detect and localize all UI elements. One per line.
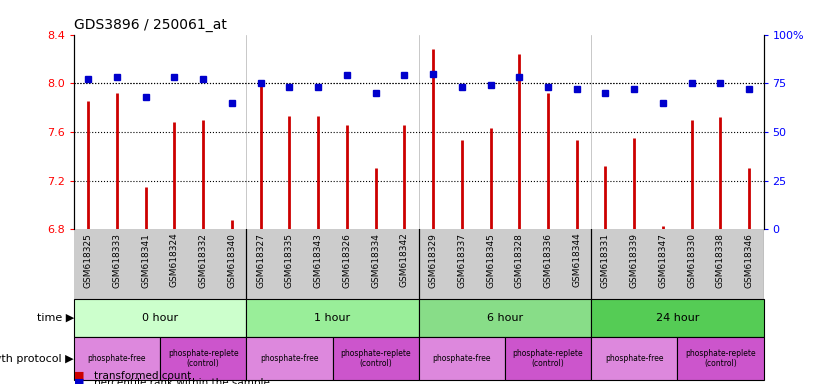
Text: ■: ■ [74, 371, 85, 381]
Text: GSM618331: GSM618331 [601, 233, 610, 288]
Bar [160, 337, 246, 380]
Text: phosphate-free: phosphate-free [433, 354, 491, 363]
Bar [591, 337, 677, 380]
Text: GSM618329: GSM618329 [429, 233, 438, 288]
Text: GSM618328: GSM618328 [515, 233, 524, 288]
Text: phosphate-free: phosphate-free [605, 354, 663, 363]
Bar [74, 299, 246, 337]
Text: GSM618337: GSM618337 [457, 233, 466, 288]
Text: phosphate-replete
(control): phosphate-replete (control) [340, 349, 411, 368]
Text: GDS3896 / 250061_at: GDS3896 / 250061_at [74, 18, 227, 32]
Text: GSM618343: GSM618343 [314, 233, 323, 288]
Text: GSM618347: GSM618347 [658, 233, 667, 288]
Bar [419, 337, 505, 380]
Text: GSM618334: GSM618334 [371, 233, 380, 288]
Text: GSM618342: GSM618342 [400, 233, 409, 288]
Text: growth protocol ▶: growth protocol ▶ [0, 354, 74, 364]
Text: GSM618339: GSM618339 [630, 233, 639, 288]
Bar [591, 299, 764, 337]
Text: 6 hour: 6 hour [487, 313, 523, 323]
Text: 0 hour: 0 hour [142, 313, 178, 323]
Bar [419, 299, 591, 337]
Text: phosphate-replete
(control): phosphate-replete (control) [685, 349, 756, 368]
Text: GSM618335: GSM618335 [285, 233, 294, 288]
Bar [333, 337, 419, 380]
Text: ■: ■ [74, 378, 85, 384]
Text: phosphate-replete
(control): phosphate-replete (control) [167, 349, 239, 368]
Text: phosphate-free: phosphate-free [260, 354, 319, 363]
Text: 24 hour: 24 hour [656, 313, 699, 323]
Text: GSM618344: GSM618344 [572, 233, 581, 288]
Text: phosphate-free: phosphate-free [88, 354, 146, 363]
Text: GSM618346: GSM618346 [745, 233, 754, 288]
Bar [677, 337, 764, 380]
Text: GSM618325: GSM618325 [84, 233, 93, 288]
Bar [246, 337, 333, 380]
Text: GSM618330: GSM618330 [687, 233, 696, 288]
Text: GSM618345: GSM618345 [486, 233, 495, 288]
Text: GSM618333: GSM618333 [112, 233, 122, 288]
Text: 1 hour: 1 hour [314, 313, 351, 323]
Text: GSM618338: GSM618338 [716, 233, 725, 288]
Text: GSM618341: GSM618341 [141, 233, 150, 288]
Bar [505, 337, 591, 380]
Text: time ▶: time ▶ [37, 313, 74, 323]
Text: GSM618340: GSM618340 [227, 233, 236, 288]
Text: percentile rank within the sample: percentile rank within the sample [94, 378, 270, 384]
Text: GSM618324: GSM618324 [170, 233, 179, 288]
Text: phosphate-replete
(control): phosphate-replete (control) [512, 349, 584, 368]
Text: GSM618326: GSM618326 [342, 233, 351, 288]
Bar [246, 299, 419, 337]
Bar [74, 337, 160, 380]
Text: GSM618332: GSM618332 [199, 233, 208, 288]
Text: GSM618336: GSM618336 [544, 233, 553, 288]
Text: transformed count: transformed count [94, 371, 191, 381]
Text: GSM618327: GSM618327 [256, 233, 265, 288]
